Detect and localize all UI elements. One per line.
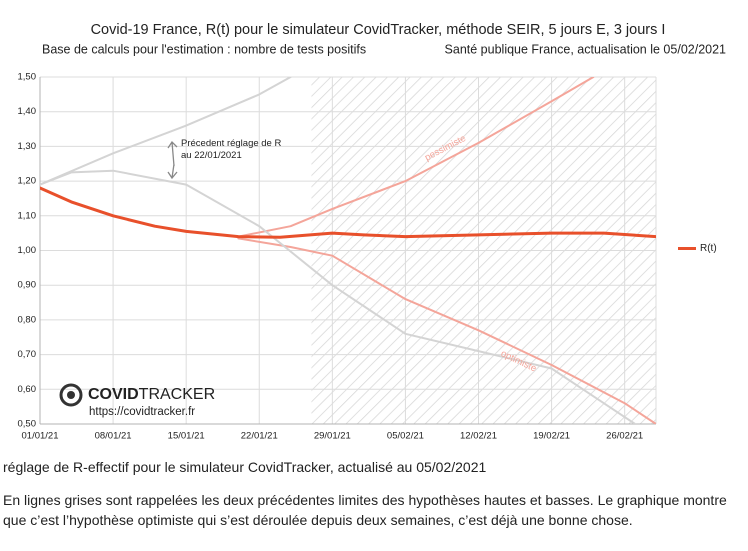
- chart: Covid-19 France, R(t) pour le simulateur…: [18, 22, 727, 442]
- description: En lignes grises sont rappelées les deux…: [3, 492, 727, 528]
- chart-title: Covid-19 France, R(t) pour le simulateur…: [91, 22, 666, 38]
- y-tick-label: 0,70: [18, 349, 37, 360]
- lines: [40, 77, 656, 424]
- logo-part: TRACKER: [139, 386, 215, 403]
- annotation-arrow: [167, 140, 178, 180]
- y-tick-label: 1,10: [18, 210, 37, 221]
- y-tick-label: 0,60: [18, 384, 37, 395]
- chart-subtitle-right: Santé publique France, actualisation le …: [445, 42, 726, 56]
- logo-part: COVID: [88, 386, 139, 403]
- x-tick-label: 26/02/21: [606, 431, 643, 442]
- y-tick-label: 1,30: [18, 141, 37, 152]
- caption: réglage de R-effectif pour le simulateur…: [3, 459, 487, 475]
- x-tick-label: 29/01/21: [314, 431, 351, 442]
- logo-url: https://covidtracker.fr: [89, 406, 195, 418]
- reference-line: [40, 169, 637, 424]
- reference-line: [237, 237, 656, 424]
- logo-icon: [59, 383, 83, 407]
- x-tick-label: 01/01/21: [22, 431, 59, 442]
- annotation-line: Précedent réglage de R: [181, 138, 281, 149]
- annotation-line: au 22/01/2021: [181, 150, 242, 161]
- x-tick-label: 05/02/21: [387, 431, 424, 442]
- x-tick-label: 22/01/21: [241, 431, 278, 442]
- y-tick-label: 1,20: [18, 176, 37, 187]
- x-tick-label: 19/02/21: [533, 431, 570, 442]
- chart-subtitle-left: Base de calculs pour l'estimation : nomb…: [42, 42, 366, 56]
- y-tick-label: 1,00: [18, 245, 37, 256]
- x-tick-label: 15/01/21: [168, 431, 205, 442]
- reference-line: [237, 77, 595, 238]
- y-tick-label: 0,80: [18, 314, 37, 325]
- series-line: [40, 186, 656, 239]
- reference-line: [40, 77, 292, 186]
- y-tick-label: 0,90: [18, 280, 37, 291]
- y-tick-label: 1,40: [18, 106, 37, 117]
- legend-label: R(t): [700, 243, 717, 254]
- plot-area: 0,50 0,60 0,70 0,80 0,90 1,00 1,10 1,20 1,30 1,40…: [18, 72, 717, 442]
- x-tick-label: 12/02/21: [460, 431, 497, 442]
- logo: COVIDTRACKER https://covidtracker.fr: [59, 383, 215, 418]
- y-tick-label: 1,50: [18, 72, 37, 83]
- x-tick-label: 08/01/21: [95, 431, 132, 442]
- y-tick-label: 0,50: [18, 419, 37, 430]
- logo-icon: [67, 391, 75, 399]
- logo-text: COVIDTRACKER: [88, 386, 215, 403]
